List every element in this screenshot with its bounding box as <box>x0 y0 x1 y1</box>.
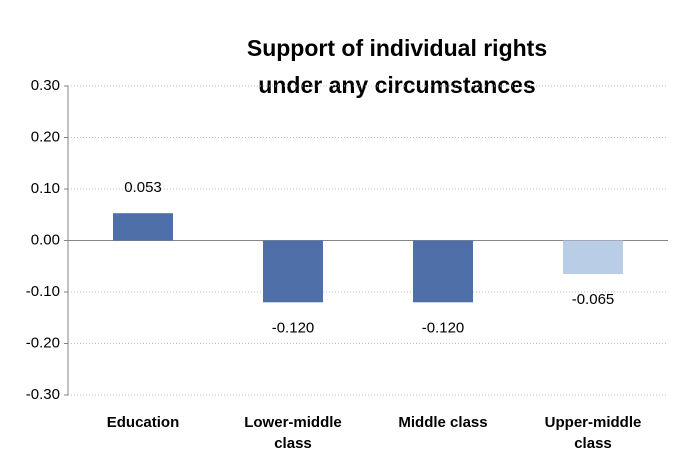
y-tick-label: 0.00 <box>31 231 60 248</box>
value-label: -0.120 <box>272 319 315 336</box>
y-tick-label: -0.20 <box>26 334 60 351</box>
x-tick-label: Lower-middle class <box>244 414 342 452</box>
y-tick-label: 0.10 <box>31 180 60 197</box>
y-tick-label: -0.30 <box>26 386 60 403</box>
y-tick-label: 0.30 <box>31 77 60 94</box>
bar <box>263 240 323 303</box>
value-label: 0.053 <box>124 179 162 196</box>
x-tick-label: Middle class <box>398 414 488 431</box>
bar <box>113 213 173 241</box>
x-tick-label: Upper-middle class <box>544 414 642 452</box>
bar <box>413 240 473 303</box>
y-tick-label: -0.10 <box>26 283 60 300</box>
chart-title: Support of individual rights under any c… <box>246 35 548 98</box>
bar <box>563 240 623 274</box>
value-label: -0.065 <box>572 291 615 308</box>
value-label: -0.120 <box>422 319 465 336</box>
x-tick-label: Education <box>106 414 180 431</box>
y-tick-label: 0.20 <box>31 128 60 145</box>
